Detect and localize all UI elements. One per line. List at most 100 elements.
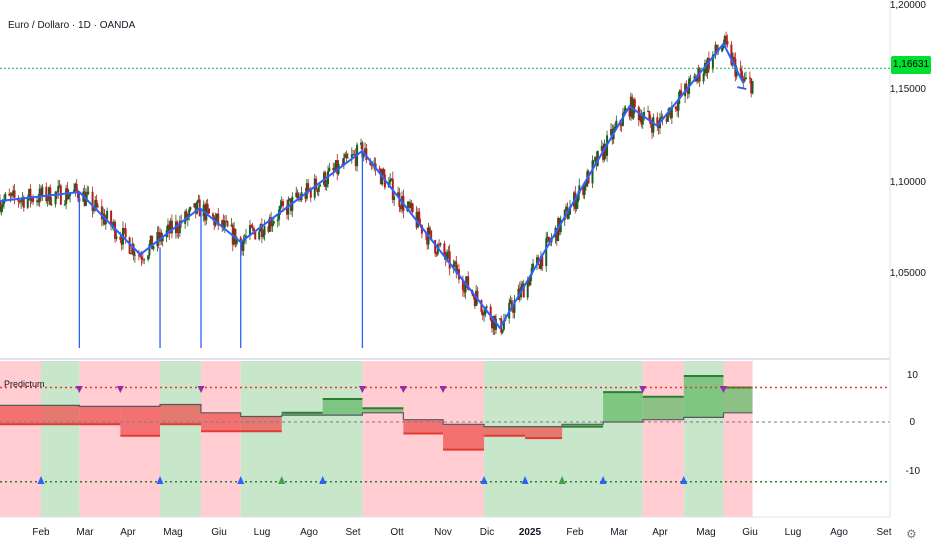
- candle-body: [463, 290, 466, 293]
- candle-body: [539, 256, 542, 269]
- candle-body: [416, 211, 419, 228]
- candle-body: [648, 111, 651, 120]
- candle-body: [529, 275, 532, 286]
- gear-icon[interactable]: ⚙: [906, 527, 917, 541]
- candle-body: [332, 167, 335, 171]
- candle-body: [177, 231, 180, 234]
- buy-signal-marker: [237, 476, 245, 484]
- current-price-tag: 1,16631: [891, 56, 931, 74]
- indicator-zone: [723, 361, 753, 517]
- candle-body: [559, 220, 562, 233]
- candle-body: [304, 192, 307, 199]
- candle-body: [69, 193, 72, 196]
- symbol-title[interactable]: Euro / Dollaro · 1D · OANDA: [8, 20, 136, 31]
- candle-body: [563, 209, 566, 221]
- indicator-band: [160, 404, 202, 425]
- time-axis-label: Mar: [610, 527, 628, 538]
- candle-body: [696, 76, 698, 82]
- price-axis-label: 1,20000: [889, 0, 926, 11]
- indicator-zone: [484, 361, 643, 517]
- candle-body: [443, 243, 446, 256]
- candle-body: [670, 106, 673, 119]
- candle-body: [166, 224, 169, 231]
- candle-body: [373, 163, 376, 165]
- candle-body: [698, 68, 701, 82]
- candle-body: [282, 201, 285, 206]
- candle-body: [370, 165, 373, 166]
- candle-body: [418, 211, 421, 225]
- candle-body: [344, 154, 347, 159]
- candle-body: [75, 183, 78, 191]
- candle-body: [149, 235, 152, 245]
- candle-body: [446, 252, 449, 261]
- buy-signal-marker: [156, 476, 164, 484]
- candle-body: [721, 47, 724, 52]
- candle-body: [748, 77, 751, 79]
- time-axis-label: Lug: [253, 527, 271, 538]
- candle-body: [435, 253, 438, 255]
- candle-body: [730, 44, 733, 65]
- candle-body: [334, 160, 337, 171]
- indicator-band: [484, 426, 526, 436]
- candle-body: [498, 318, 501, 320]
- time-axis-label: 2025: [518, 527, 542, 538]
- candle-body: [680, 90, 683, 97]
- candle-body: [706, 58, 709, 74]
- candle-body: [137, 254, 140, 256]
- candle-body: [342, 158, 345, 166]
- candle-body: [272, 221, 275, 224]
- candle-body: [439, 243, 442, 245]
- candle-body: [18, 201, 21, 203]
- time-axis-label: Giu: [211, 527, 227, 538]
- candle-body: [603, 143, 606, 160]
- candle-body: [448, 251, 451, 269]
- candle-body: [467, 276, 470, 290]
- sell-signal-marker: [719, 386, 727, 393]
- candle-body: [95, 200, 98, 208]
- candle-body: [67, 195, 70, 199]
- candle-body: [77, 190, 80, 199]
- candle-body: [151, 235, 154, 250]
- sell-signal-marker: [358, 386, 366, 393]
- candle-body: [58, 185, 61, 187]
- candle-body: [453, 261, 456, 264]
- candle-body: [84, 194, 87, 206]
- candle-body: [378, 168, 381, 170]
- candle-body: [251, 227, 254, 229]
- indicator-zone: [240, 361, 363, 517]
- candle-body: [430, 230, 433, 241]
- candle-body: [641, 118, 644, 125]
- candle-body: [501, 329, 504, 333]
- candle-body: [309, 189, 312, 198]
- buy-signal-marker: [599, 476, 607, 484]
- candle-body: [325, 184, 328, 187]
- candle-body: [221, 220, 224, 226]
- candle-body: [170, 220, 173, 234]
- candle-body: [744, 77, 747, 80]
- candle-body: [461, 279, 464, 291]
- candle-body: [546, 236, 549, 239]
- candle-body: [161, 237, 164, 242]
- candle-body: [140, 256, 143, 260]
- candle-body: [434, 240, 437, 254]
- candle-body: [651, 124, 654, 133]
- candle-body: [677, 98, 680, 111]
- candle-body: [509, 300, 512, 304]
- candle-body: [20, 200, 23, 203]
- candle-body: [614, 126, 616, 129]
- candle-body: [409, 202, 411, 208]
- candle-body: [379, 169, 382, 185]
- indicator-title[interactable]: Predictum: [4, 379, 45, 389]
- candle-body: [288, 198, 291, 200]
- indicator-band: [603, 392, 643, 422]
- candle-body: [633, 99, 636, 107]
- indicator-band: [362, 408, 404, 413]
- candle-body: [270, 217, 273, 227]
- indicator-band: [281, 412, 323, 416]
- candle-body: [438, 244, 441, 246]
- candle-body: [576, 194, 579, 202]
- candle-body: [465, 276, 468, 283]
- candle-body: [32, 197, 35, 202]
- candle-body: [115, 236, 118, 239]
